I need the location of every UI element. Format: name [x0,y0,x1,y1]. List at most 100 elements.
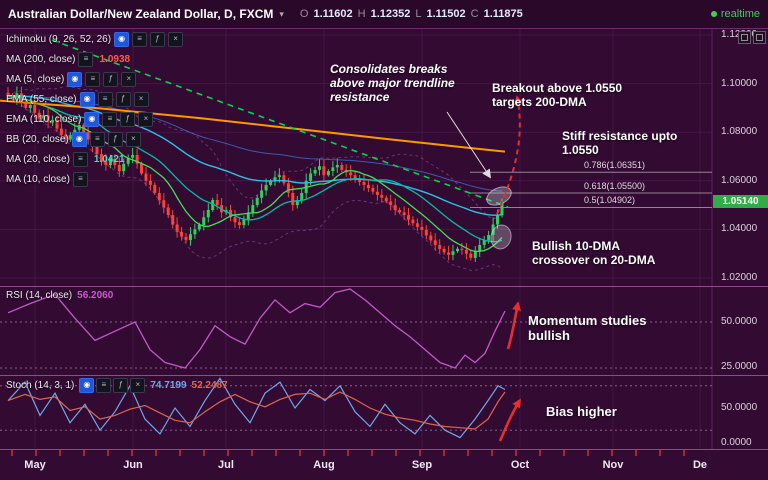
close-icon[interactable]: × [130,378,146,393]
settings-icon[interactable]: ≡ [96,378,112,393]
menu-icon[interactable]: ≡ [78,51,94,67]
high-value: 1.12352 [370,8,411,20]
candle [407,215,410,220]
month-label[interactable]: Nov [602,459,624,471]
settings-icon[interactable]: ≡ [97,91,113,107]
settings-icon[interactable]: ≡ [85,71,101,87]
month-label[interactable]: Oct [510,459,530,471]
fib-level-label: 0.618(1.05500) [584,180,646,191]
indicator-label: EMA (55, close) [6,93,77,105]
month-label[interactable]: Sep [411,459,433,471]
candle [100,154,103,162]
annotation-stiff-resistance: Stiff resistance upto 1.0550 [562,129,678,158]
pane-separator[interactable] [0,375,768,376]
month-label[interactable]: De [692,459,708,471]
eye-icon[interactable]: ◉ [71,131,87,147]
month-label[interactable]: Aug [313,459,335,471]
indicator-row[interactable]: MA (10, close) ≡ [6,171,88,187]
candle [375,191,379,195]
indicator-row[interactable]: Ichimoku (9, 26, 52, 26) ◉ ≡ ƒ × [6,31,184,47]
indicator-value: 1.0938 [99,53,131,65]
pane-restore-icon[interactable] [753,31,766,44]
symbol-title[interactable]: Australian Dollar/New Zealand Dollar, D,… [8,7,274,21]
candle [144,173,148,181]
source-icon[interactable]: ƒ [107,131,123,147]
rsi-label[interactable]: RSI (14, close) [6,290,73,301]
menu-icon[interactable]: ≡ [72,151,88,167]
chevron-down-icon[interactable]: ▾ [279,8,284,19]
indicator-label: EMA (110, close) [6,113,82,125]
indicator-row[interactable]: MA (200, close) ≡ 1.0938 [6,51,130,67]
source-icon[interactable]: ƒ [120,111,136,127]
indicator-row[interactable]: EMA (55, close) ◉ ≡ ƒ × [6,91,149,107]
candle [215,200,219,206]
candle [402,212,406,216]
candle [322,166,326,176]
eye-icon[interactable]: ◉ [79,91,95,107]
indicator-label: MA (20, close) [6,153,70,165]
indicator-label: MA (5, close) [6,73,65,85]
stoch-legend: Stoch (14, 3, 1) ◉ ≡ ƒ × 74.7199 52.2487 [6,378,228,393]
candle [184,236,188,241]
stoch-d-line [7,391,506,430]
trendline[interactable] [51,39,509,208]
month-label[interactable]: Jun [123,459,143,471]
source-icon[interactable]: ƒ [113,378,129,393]
candle [28,105,32,108]
candle [68,135,72,140]
candle [380,194,384,198]
candle [131,155,135,158]
rsi-legend: RSI (14, close) 56.2060 [6,290,113,301]
candle [353,175,357,180]
momentum-arrow [506,301,522,350]
source-icon[interactable]: ƒ [150,31,166,47]
candle [46,115,50,123]
eye-icon[interactable]: ◉ [67,71,83,87]
open-label: O [299,8,309,20]
source-icon[interactable]: ƒ [115,91,131,107]
open-value: 1.11602 [313,8,353,20]
bb-lower-line [7,95,503,271]
settings-icon[interactable]: ≡ [132,31,148,47]
close-icon[interactable]: × [121,71,137,87]
close-icon[interactable]: × [133,91,149,107]
rsi-value: 56.2060 [77,290,114,301]
close-icon[interactable]: × [168,31,184,47]
stoch-label[interactable]: Stoch (14, 3, 1) [6,380,75,391]
candle [282,175,286,184]
realtime-label: realtime [720,8,760,20]
settings-icon[interactable]: ≡ [89,131,105,147]
pane-maximize-icon[interactable] [738,31,751,44]
last-price-badge: 1.05140 [713,194,768,208]
candle [415,223,419,227]
menu-icon[interactable]: ≡ [72,171,88,187]
candle [117,165,121,172]
candle [51,120,54,123]
candle [33,105,37,113]
indicator-row[interactable]: MA (5, close) ◉ ≡ ƒ × [6,71,137,87]
close-icon[interactable]: × [138,111,154,127]
source-icon[interactable]: ƒ [103,71,119,87]
pane-separator[interactable] [0,286,768,287]
candle [438,245,442,249]
indicator-row[interactable]: EMA (110, close) ◉ ≡ ƒ × [6,111,154,127]
month-label[interactable]: May [24,459,46,471]
candle [340,165,344,170]
eye-icon[interactable]: ◉ [79,378,95,393]
eye-icon[interactable]: ◉ [84,111,100,127]
close-icon[interactable]: × [125,131,141,147]
candle [456,248,459,252]
indicator-label: MA (10, close) [6,173,70,185]
candle [166,207,170,215]
candle [389,201,393,206]
settings-icon[interactable]: ≡ [102,111,118,127]
eye-icon[interactable]: ◉ [114,31,130,47]
candle [202,217,206,226]
fib-lines[interactable] [470,171,712,208]
candle [309,173,313,181]
month-label[interactable]: Jul [218,459,234,471]
close-value: 1.11875 [483,8,523,20]
indicator-row[interactable]: MA (20, close) ≡ 1.0421 [6,151,125,167]
indicator-row[interactable]: BB (20, close) ◉ ≡ ƒ × [6,131,141,147]
